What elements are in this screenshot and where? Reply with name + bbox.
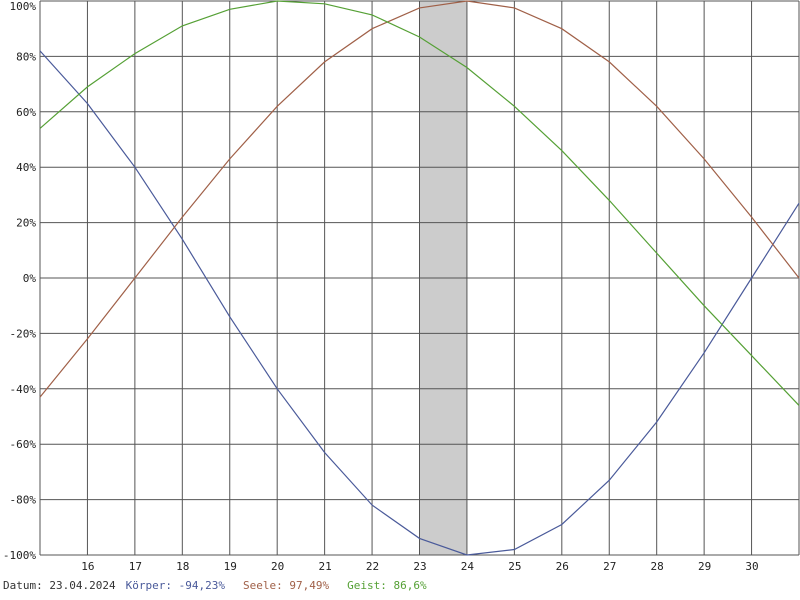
x-tick-label: 19 <box>224 560 237 573</box>
x-tick-label: 18 <box>176 560 189 573</box>
y-tick-label: 40% <box>16 161 36 174</box>
seele-readout: Seele: 97,49% <box>243 579 329 593</box>
x-tick-label: 23 <box>413 560 426 573</box>
koerper-readout: Körper: -94,23% <box>126 579 225 593</box>
y-tick-label: -80% <box>10 494 37 507</box>
y-tick-label: -20% <box>10 327 37 340</box>
series-line-geist <box>39 0 800 406</box>
x-tick-label: 25 <box>508 560 521 573</box>
x-tick-label: 17 <box>129 560 142 573</box>
date-value: 23.04.2024 <box>49 579 116 592</box>
x-tick-label: 22 <box>366 560 379 573</box>
x-tick-label: 21 <box>318 560 331 573</box>
series-line-koerper <box>39 50 800 556</box>
y-tick-label: 20% <box>16 217 36 230</box>
x-tick-label: 24 <box>461 560 475 573</box>
date-label: Datum: <box>3 579 43 592</box>
geist-readout: Geist: 86,6% <box>347 579 427 593</box>
geist-value: 86,6% <box>393 579 427 592</box>
x-tick-label: 30 <box>745 560 758 573</box>
x-tick-label: 26 <box>556 560 569 573</box>
x-tick-label: 28 <box>651 560 664 573</box>
koerper-value: -94,23% <box>178 579 225 592</box>
y-tick-label: 60% <box>16 106 36 119</box>
seele-label: Seele: <box>242 579 283 592</box>
koerper-label: Körper: <box>125 579 172 592</box>
seele-value: 97,49% <box>289 579 330 592</box>
geist-label: Geist: <box>347 579 387 592</box>
x-tick-label: 20 <box>271 560 284 573</box>
y-tick-label: 80% <box>16 50 36 63</box>
y-tick-label: 0% <box>23 272 37 285</box>
x-tick-label: 29 <box>698 560 711 573</box>
y-tick-label: -100% <box>3 549 36 562</box>
legend-footer: Datum: 23.04.2024 Körper: -94,23% Seele: 9… <box>3 579 427 593</box>
y-tick-label: -40% <box>10 383 37 396</box>
y-tick-label: -60% <box>10 438 37 451</box>
date-readout: Datum: 23.04.2024 <box>3 579 116 593</box>
y-tick-label: 100% <box>10 0 37 13</box>
x-tick-label: 16 <box>81 560 94 573</box>
x-tick-label: 27 <box>603 560 616 573</box>
series-line-seele <box>39 0 800 398</box>
